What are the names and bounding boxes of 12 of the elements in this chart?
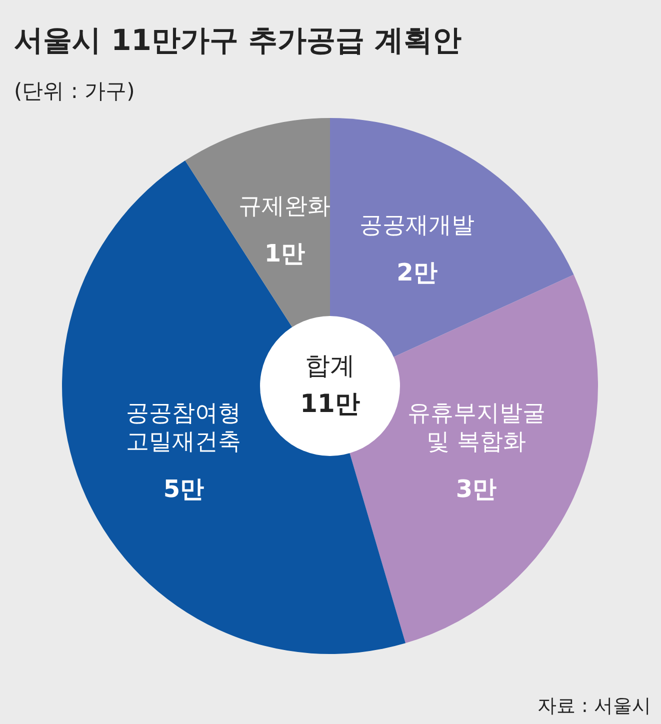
slice-label: 공공재개발 (359, 212, 474, 239)
data-label: 1만 (264, 240, 306, 268)
chart-title: 서울시 11만가구 추가공급 계획안 (14, 23, 462, 57)
data-label: 2만 (396, 258, 438, 287)
text: 합계 11만 (300, 351, 360, 418)
data-label: 5만 (163, 474, 204, 503)
data-label: 3만 (456, 474, 497, 503)
slice-label: 유휴부지발굴 및 복합화 (407, 400, 546, 456)
slice-label: 규제완화 (238, 194, 331, 220)
chart-subtitle: (단위 : 가구) (14, 79, 135, 103)
text: 자료 : 서울시 (538, 695, 651, 717)
slice-label: 공공참여형 고밀재건축 (126, 400, 242, 456)
